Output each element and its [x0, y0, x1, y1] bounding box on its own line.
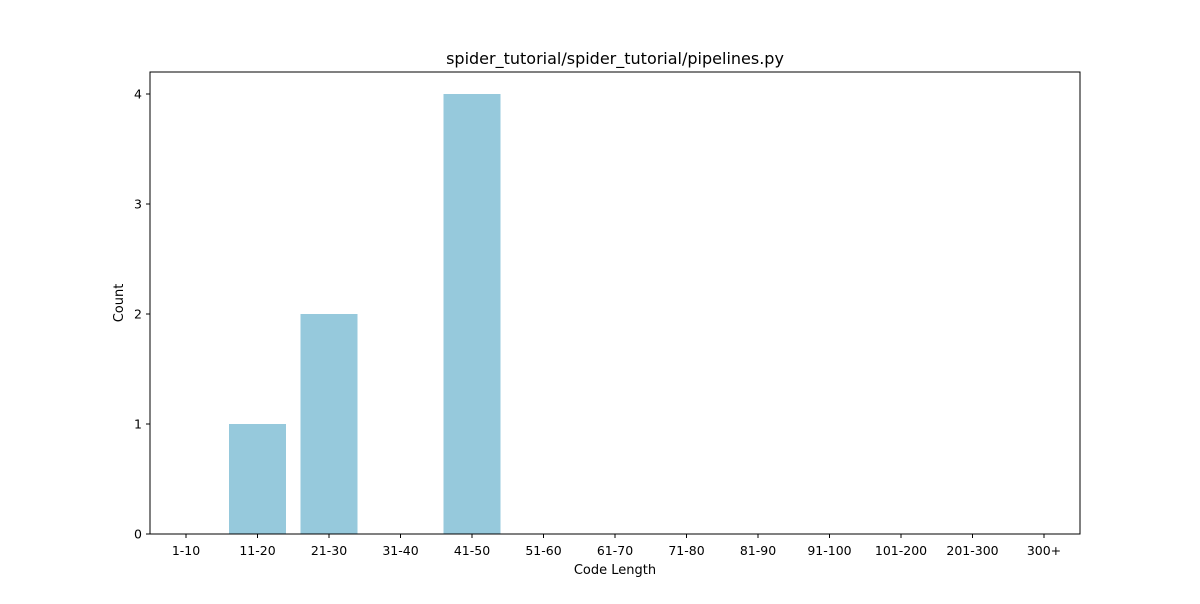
x-tick-label: 11-20 [239, 543, 275, 558]
x-tick-label: 71-80 [668, 543, 704, 558]
bar-21-30 [300, 314, 358, 534]
x-axis-label: Code Length [574, 563, 656, 578]
x-tick-label: 81-90 [740, 543, 776, 558]
x-tick-label: 91-100 [807, 543, 851, 558]
bar-41-50 [443, 94, 501, 534]
x-tick-label: 101-200 [875, 543, 927, 558]
x-tick-label: 300+ [1027, 543, 1061, 558]
x-tick-label: 61-70 [597, 543, 633, 558]
y-tick-label: 0 [134, 527, 142, 542]
bars-group [229, 94, 501, 534]
y-axis-label: Count [112, 284, 127, 323]
y-axis-ticks: 0 1 2 3 4 [134, 87, 150, 542]
x-tick-label: 201-300 [946, 543, 998, 558]
chart-title: spider_tutorial/spider_tutorial/pipeline… [446, 49, 784, 69]
y-tick-label: 3 [134, 197, 142, 212]
y-tick-label: 1 [134, 417, 142, 432]
x-tick-label: 51-60 [525, 543, 561, 558]
x-tick-label: 41-50 [454, 543, 490, 558]
bar-11-20 [229, 424, 286, 534]
x-tick-label: 1-10 [172, 543, 200, 558]
x-tick-label: 31-40 [382, 543, 418, 558]
y-tick-label: 4 [134, 87, 142, 102]
x-tick-label: 21-30 [311, 543, 347, 558]
plot-frame [149, 71, 1081, 535]
y-tick-label: 2 [134, 307, 142, 322]
x-axis-ticks: 1-10 11-20 21-30 31-40 41-50 51-60 61-70 71-80 8… [172, 534, 1061, 558]
